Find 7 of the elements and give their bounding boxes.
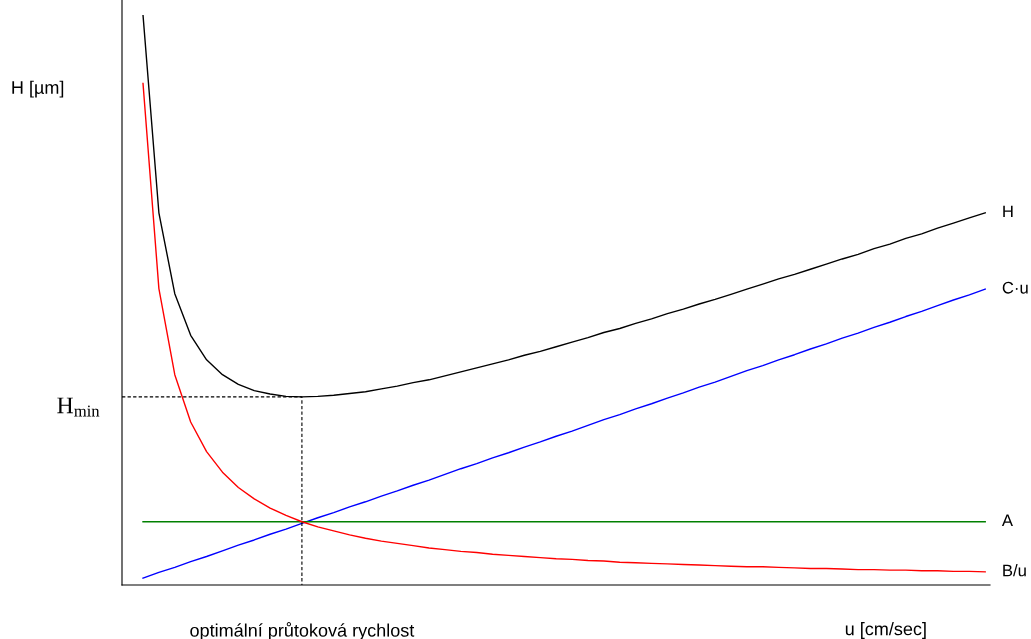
series-label: C·u bbox=[1002, 281, 1028, 294]
x-axis-title: u [cm/sec] bbox=[845, 622, 926, 639]
ref-line-label: H$_{min}$ bbox=[57, 397, 100, 417]
y-axis-title: H [µm] bbox=[12, 80, 64, 98]
series-label: B/u bbox=[1003, 564, 1026, 577]
series-label: A bbox=[1001, 514, 1013, 527]
series-label: H bbox=[1003, 205, 1013, 218]
